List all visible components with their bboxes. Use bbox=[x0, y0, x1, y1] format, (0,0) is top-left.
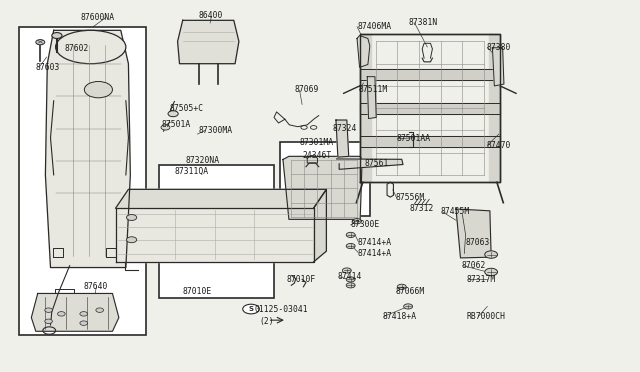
Bar bbox=[159, 164, 274, 298]
Text: 87381N: 87381N bbox=[408, 19, 437, 28]
Circle shape bbox=[342, 268, 351, 273]
Polygon shape bbox=[116, 208, 314, 262]
Ellipse shape bbox=[56, 31, 126, 64]
Bar bbox=[280, 142, 370, 217]
Circle shape bbox=[397, 284, 406, 289]
Polygon shape bbox=[336, 120, 349, 157]
Polygon shape bbox=[337, 159, 403, 169]
Text: 87501A: 87501A bbox=[162, 121, 191, 129]
Text: 87066M: 87066M bbox=[396, 287, 424, 296]
Polygon shape bbox=[360, 136, 500, 147]
Text: 87600NA: 87600NA bbox=[81, 13, 115, 22]
Text: 87324: 87324 bbox=[333, 124, 357, 133]
Text: 87062: 87062 bbox=[462, 261, 486, 270]
Text: 86400: 86400 bbox=[198, 11, 223, 20]
Polygon shape bbox=[456, 209, 491, 258]
Text: 87561: 87561 bbox=[365, 159, 389, 168]
Text: 87320NA: 87320NA bbox=[186, 156, 220, 165]
Text: 87414+A: 87414+A bbox=[357, 249, 391, 258]
Text: 87300E: 87300E bbox=[351, 221, 380, 230]
Circle shape bbox=[58, 312, 65, 316]
Text: 87311QA: 87311QA bbox=[174, 167, 209, 176]
Text: 87470: 87470 bbox=[486, 141, 511, 150]
Circle shape bbox=[45, 319, 52, 324]
Text: 87010E: 87010E bbox=[182, 287, 212, 296]
Circle shape bbox=[161, 125, 170, 130]
Text: 87010F: 87010F bbox=[287, 275, 316, 284]
Text: 87418+A: 87418+A bbox=[383, 312, 417, 321]
Circle shape bbox=[52, 33, 62, 38]
Text: 87603: 87603 bbox=[36, 63, 60, 72]
Text: 87301MA: 87301MA bbox=[300, 138, 333, 147]
Circle shape bbox=[404, 304, 413, 309]
Polygon shape bbox=[314, 189, 326, 262]
Text: 87069: 87069 bbox=[294, 85, 319, 94]
Polygon shape bbox=[283, 156, 362, 219]
Circle shape bbox=[168, 111, 178, 117]
Circle shape bbox=[45, 308, 52, 312]
Circle shape bbox=[346, 277, 355, 282]
Text: 87602: 87602 bbox=[65, 44, 89, 53]
Text: 87063: 87063 bbox=[466, 238, 490, 247]
Circle shape bbox=[127, 215, 137, 221]
Text: 87640: 87640 bbox=[84, 282, 108, 291]
Polygon shape bbox=[45, 31, 131, 267]
Text: 01125-03041: 01125-03041 bbox=[255, 305, 308, 314]
Text: 87317M: 87317M bbox=[467, 275, 496, 284]
Text: 87455M: 87455M bbox=[440, 208, 469, 217]
Text: 87501AA: 87501AA bbox=[397, 134, 431, 143]
Text: S: S bbox=[248, 306, 253, 312]
Circle shape bbox=[346, 243, 355, 248]
Text: 87406MA: 87406MA bbox=[357, 22, 391, 31]
Text: 87505+C: 87505+C bbox=[170, 104, 204, 113]
Circle shape bbox=[127, 237, 137, 243]
Circle shape bbox=[84, 81, 113, 98]
Polygon shape bbox=[360, 69, 500, 80]
Circle shape bbox=[353, 219, 362, 224]
Text: 87414+A: 87414+A bbox=[357, 238, 391, 247]
Text: 87300MA: 87300MA bbox=[198, 126, 233, 135]
Polygon shape bbox=[360, 103, 500, 114]
Text: 87511M: 87511M bbox=[358, 85, 388, 94]
Text: 87312: 87312 bbox=[410, 205, 434, 214]
Polygon shape bbox=[31, 294, 119, 331]
Circle shape bbox=[484, 251, 497, 258]
Polygon shape bbox=[492, 48, 504, 86]
Circle shape bbox=[346, 232, 355, 237]
Circle shape bbox=[36, 39, 45, 45]
Text: 87380: 87380 bbox=[486, 42, 511, 51]
Text: 87556M: 87556M bbox=[396, 193, 424, 202]
Text: 24346T: 24346T bbox=[302, 151, 332, 160]
Polygon shape bbox=[357, 36, 370, 67]
Circle shape bbox=[96, 308, 104, 312]
Circle shape bbox=[80, 312, 88, 316]
Bar bbox=[19, 28, 147, 335]
Circle shape bbox=[346, 283, 355, 288]
Text: (2): (2) bbox=[259, 317, 274, 326]
Polygon shape bbox=[360, 34, 371, 182]
Circle shape bbox=[80, 321, 88, 326]
Text: RB7000CH: RB7000CH bbox=[467, 312, 506, 321]
Circle shape bbox=[243, 304, 259, 314]
Polygon shape bbox=[177, 20, 239, 64]
Polygon shape bbox=[367, 77, 376, 119]
Polygon shape bbox=[488, 34, 500, 182]
Polygon shape bbox=[116, 189, 326, 208]
Circle shape bbox=[484, 268, 497, 276]
Text: 87414: 87414 bbox=[338, 272, 362, 281]
